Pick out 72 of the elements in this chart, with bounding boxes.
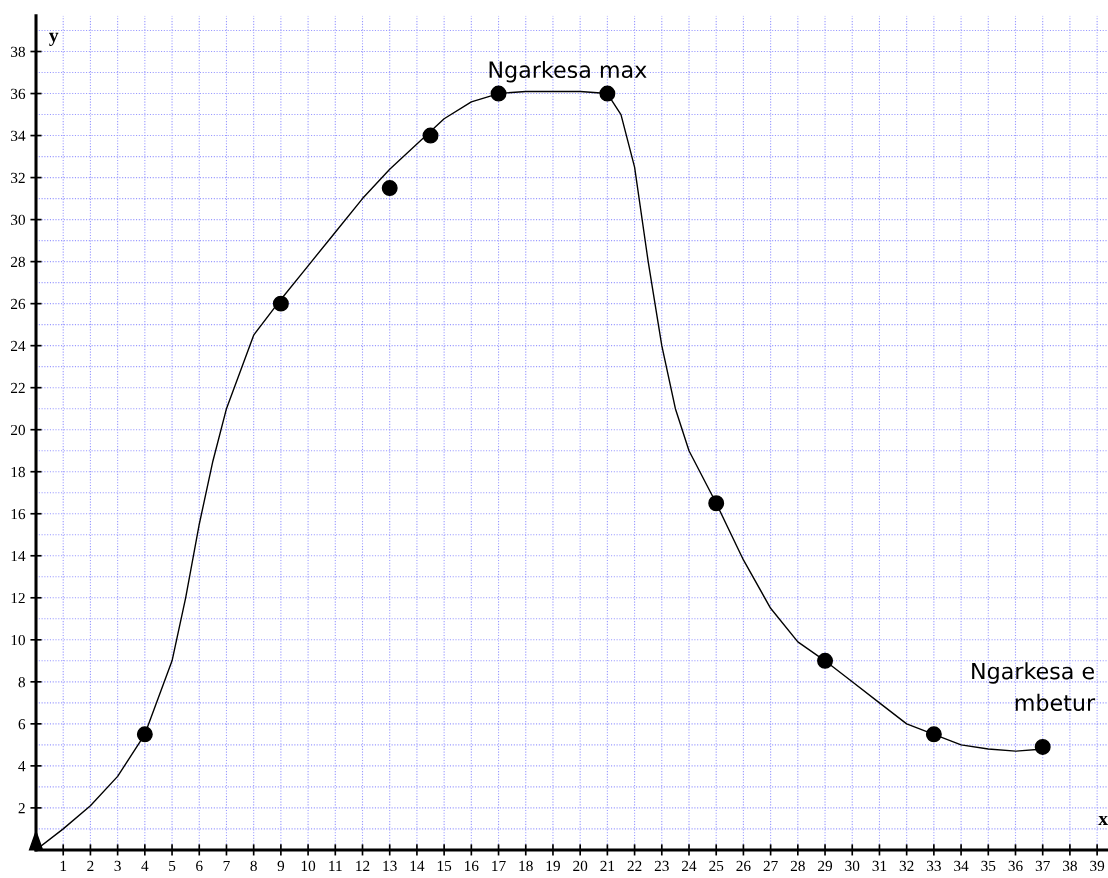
x-tick-label: 9 [277,860,285,872]
x-tick-label: 34 [954,860,969,872]
x-tick-label: 38 [1063,860,1077,872]
x-tick-label: 5 [169,860,176,872]
y-tick-label: 38 [11,46,26,57]
x-tick-label: 2 [87,860,94,871]
point [1034,738,1051,755]
x-tick-label: 29 [818,860,833,872]
x-tick-label: 22 [627,860,642,871]
y-tick-label: 30 [11,214,26,226]
x-tick-label: 25 [709,860,724,872]
y-axis-title: y [49,32,59,46]
x-tick-label: 3 [114,860,121,872]
x-tick-label: 32 [899,860,914,872]
x-tick-label: 37 [1035,860,1050,872]
point [490,85,507,102]
y-tick-label: 12 [11,592,25,604]
point [381,180,398,197]
point [599,85,616,102]
point [272,295,289,312]
y-tick-label: 10 [11,634,26,646]
x-tick-label: 10 [301,860,316,872]
y-tick-label: 36 [11,88,26,99]
y-tick-label: 28 [10,256,26,268]
x-tick-label: 26 [736,860,751,872]
x-tick-label: 35 [981,860,996,872]
point [422,127,439,144]
x-tick-label: 31 [872,860,887,872]
x-tick-label: 20 [573,860,588,872]
x-tick-label: 27 [763,860,778,871]
x-axis-title: x [1098,815,1108,825]
x-tick-label: 8 [250,860,257,872]
x-tick-label: 39 [1090,860,1105,872]
x-tick-label: 6 [196,860,203,872]
y-tick-label: 20 [10,424,26,436]
x-tick-label: 17 [492,860,506,871]
x-tick-label: 18 [519,860,533,872]
y-tick-label: 22 [10,382,25,393]
x-tick-label: 7 [223,860,230,871]
x-tick-label: 11 [329,860,342,871]
point [136,726,153,743]
x-tick-label: 23 [654,860,669,872]
y-tick-label: 14 [11,550,26,562]
y-tick-label: 18 [11,466,26,478]
y-tick-label: 16 [11,508,26,520]
x-tick-label: 14 [410,860,425,871]
point [925,726,942,743]
annotation: Ngarkesa max [489,60,647,83]
x-tick-label: 33 [926,860,941,872]
annotation: Ngarkesa e mbetur [972,662,1096,712]
y-tick-label: 26 [10,298,26,310]
x-tick-label: 19 [546,860,560,872]
x-tick-label: 21 [600,860,615,871]
point [817,652,834,669]
x-tick-label: 13 [383,860,397,872]
x-tick-label: 30 [845,860,860,872]
x-tick-label: 1 [60,860,67,871]
y-tick-label: 2 [18,803,25,814]
x-tick-label: 24 [682,860,697,871]
point [708,495,725,512]
y-tick-label: 4 [18,761,26,772]
y-tick-label: 24 [10,340,26,351]
x-tick-label: 12 [356,860,370,871]
y-tick-label: 8 [18,676,26,688]
x-tick-label: 4 [141,860,149,871]
x-tick-label: 28 [790,860,805,872]
x-tick-label: 16 [465,860,479,872]
y-tick-label: 32 [11,172,25,184]
x-tick-label: 15 [437,860,452,872]
y-tick-label: 34 [11,130,26,142]
x-tick-label: 36 [1008,860,1023,872]
y-tick-label: 6 [18,719,26,730]
